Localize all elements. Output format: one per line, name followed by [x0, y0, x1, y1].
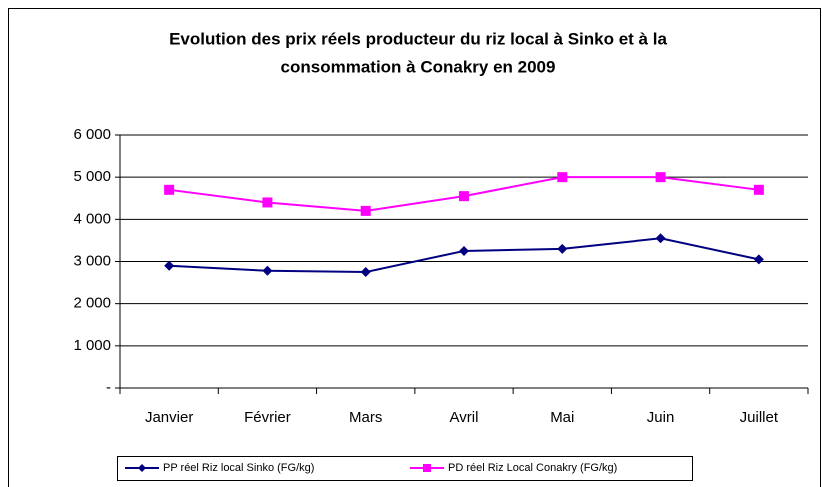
marker — [557, 172, 568, 183]
x-tick-label: Juillet — [740, 409, 779, 426]
marker — [459, 245, 469, 256]
marker — [164, 260, 175, 271]
x-tick-label: Février — [244, 409, 291, 426]
legend-marker — [423, 464, 431, 472]
y-tick-label: 6 000 — [73, 126, 111, 143]
y-tick-label: 4 000 — [73, 210, 111, 227]
marker — [557, 243, 568, 254]
marker — [360, 267, 371, 278]
x-tick-label: Mai — [550, 409, 574, 426]
x-tick-label: Juin — [647, 409, 675, 426]
y-tick-label: 5 000 — [73, 168, 111, 185]
chart-title: Evolution des prix réels producteur du r… — [169, 29, 667, 48]
y-tick-label: 1 000 — [73, 337, 111, 354]
marker — [262, 197, 273, 208]
x-tick-label: Avril — [450, 409, 479, 426]
legend-marker — [138, 464, 146, 472]
marker — [360, 205, 371, 216]
marker — [459, 191, 469, 202]
marker — [262, 265, 273, 276]
chart-frame — [8, 8, 821, 487]
y-tick-label: 3 000 — [73, 252, 111, 269]
marker — [753, 184, 764, 195]
marker — [753, 254, 764, 265]
y-tick-label: - — [106, 379, 111, 396]
marker — [655, 233, 666, 244]
x-tick-label: Mars — [349, 409, 382, 426]
legend-label: PP réel Riz local Sinko (FG/kg) — [163, 462, 314, 474]
marker — [164, 184, 175, 195]
x-tick-label: Janvier — [145, 409, 193, 426]
legend-label: PD réel Riz Local Conakry (FG/kg) — [448, 462, 617, 474]
chart-title: consommation à Conakry en 2009 — [281, 57, 556, 76]
marker — [655, 172, 666, 183]
y-tick-label: 2 000 — [73, 295, 111, 312]
legend-box — [117, 456, 693, 481]
